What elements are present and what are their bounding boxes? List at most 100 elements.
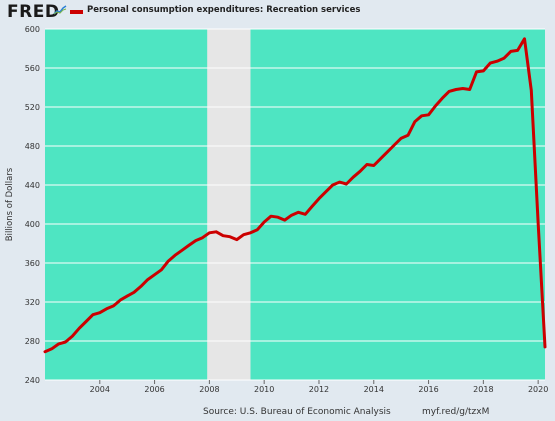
y-axis-label: Billions of Dollars <box>5 167 15 241</box>
data-point <box>530 89 532 91</box>
series-line <box>43 37 547 354</box>
data-point <box>318 197 320 199</box>
x-tick-label: 2012 <box>309 385 329 394</box>
data-point <box>229 235 231 237</box>
y-tick-label: 320 <box>25 298 40 307</box>
data-point <box>167 260 169 262</box>
data-point <box>290 214 292 216</box>
data-point <box>393 144 395 146</box>
legend-label: Personal consumption expenditures: Recre… <box>87 5 361 15</box>
y-tick-label: 400 <box>25 220 40 229</box>
data-point <box>441 97 443 99</box>
data-point <box>140 285 142 287</box>
data-point <box>359 170 361 172</box>
legend-swatch <box>70 10 83 14</box>
data-point <box>311 205 313 207</box>
data-point <box>510 50 512 52</box>
data-point <box>270 215 272 217</box>
y-tick-label: 600 <box>25 25 40 34</box>
data-point <box>523 38 525 40</box>
data-point <box>188 244 190 246</box>
data-point <box>57 343 59 345</box>
data-point <box>414 120 416 122</box>
data-point <box>99 312 101 314</box>
data-point <box>475 71 477 73</box>
data-point <box>304 213 306 215</box>
y-tick-label: 560 <box>25 64 40 73</box>
data-point <box>496 60 498 62</box>
data-point <box>448 90 450 92</box>
data-point <box>64 341 66 343</box>
data-point <box>284 219 286 221</box>
fred-logo[interactable]: FRED <box>7 2 60 22</box>
data-point <box>434 105 436 107</box>
source-note: Source: U.S. Bureau of Economic Analysis <box>203 407 391 417</box>
data-point <box>489 62 491 64</box>
chart-header: FRED Personal consumption expenditures: … <box>0 0 555 24</box>
data-point <box>462 87 464 89</box>
y-tick-label: 240 <box>25 376 40 385</box>
data-point <box>181 249 183 251</box>
data-point <box>174 254 176 256</box>
data-point <box>44 351 46 353</box>
data-point <box>153 274 155 276</box>
x-tick-label: 2008 <box>199 385 219 394</box>
data-point <box>297 211 299 213</box>
data-point <box>51 348 53 350</box>
data-point <box>373 164 375 166</box>
x-tick-label: 2004 <box>90 385 110 394</box>
data-point <box>386 151 388 153</box>
x-tick-label: 2014 <box>364 385 384 394</box>
data-point <box>482 70 484 72</box>
plot-area <box>45 29 545 380</box>
data-point <box>503 57 505 59</box>
data-point <box>194 239 196 241</box>
data-point <box>236 238 238 240</box>
data-point <box>71 335 73 337</box>
data-point <box>263 221 265 223</box>
data-point <box>544 346 546 348</box>
data-point <box>242 234 244 236</box>
data-point <box>338 181 340 183</box>
data-point <box>516 49 518 51</box>
short-url[interactable]: myf.red/g/tzxM <box>422 407 490 417</box>
data-point <box>201 236 203 238</box>
data-point <box>256 229 258 231</box>
data-point <box>421 115 423 117</box>
data-point <box>345 183 347 185</box>
data-point <box>277 216 279 218</box>
data-point <box>468 88 470 90</box>
data-point <box>407 134 409 136</box>
x-tick-label: 2006 <box>144 385 164 394</box>
data-point <box>400 137 402 139</box>
y-tick-label: 280 <box>25 337 40 346</box>
data-point <box>222 235 224 237</box>
data-point <box>133 291 135 293</box>
data-point <box>126 295 128 297</box>
x-tick-label: 2016 <box>418 385 438 394</box>
data-point <box>78 327 80 329</box>
data-point <box>325 191 327 193</box>
data-point <box>160 269 162 271</box>
data-point <box>105 308 107 310</box>
data-point <box>427 114 429 116</box>
chart-line-icon <box>53 5 67 15</box>
data-point <box>112 305 114 307</box>
data-point <box>537 223 539 225</box>
x-tick-label: 2018 <box>473 385 493 394</box>
data-point <box>249 232 251 234</box>
data-point <box>85 320 87 322</box>
data-point <box>379 157 381 159</box>
data-point <box>119 299 121 301</box>
data-point <box>455 88 457 90</box>
data-point <box>352 176 354 178</box>
x-tick-label: 2020 <box>528 385 548 394</box>
data-point <box>331 184 333 186</box>
recession-shading <box>207 29 251 380</box>
y-tick-label: 360 <box>25 259 40 268</box>
y-tick-label: 520 <box>25 103 40 112</box>
y-tick-label: 440 <box>25 181 40 190</box>
data-point <box>147 278 149 280</box>
data-point <box>92 313 94 315</box>
data-point <box>215 231 217 233</box>
